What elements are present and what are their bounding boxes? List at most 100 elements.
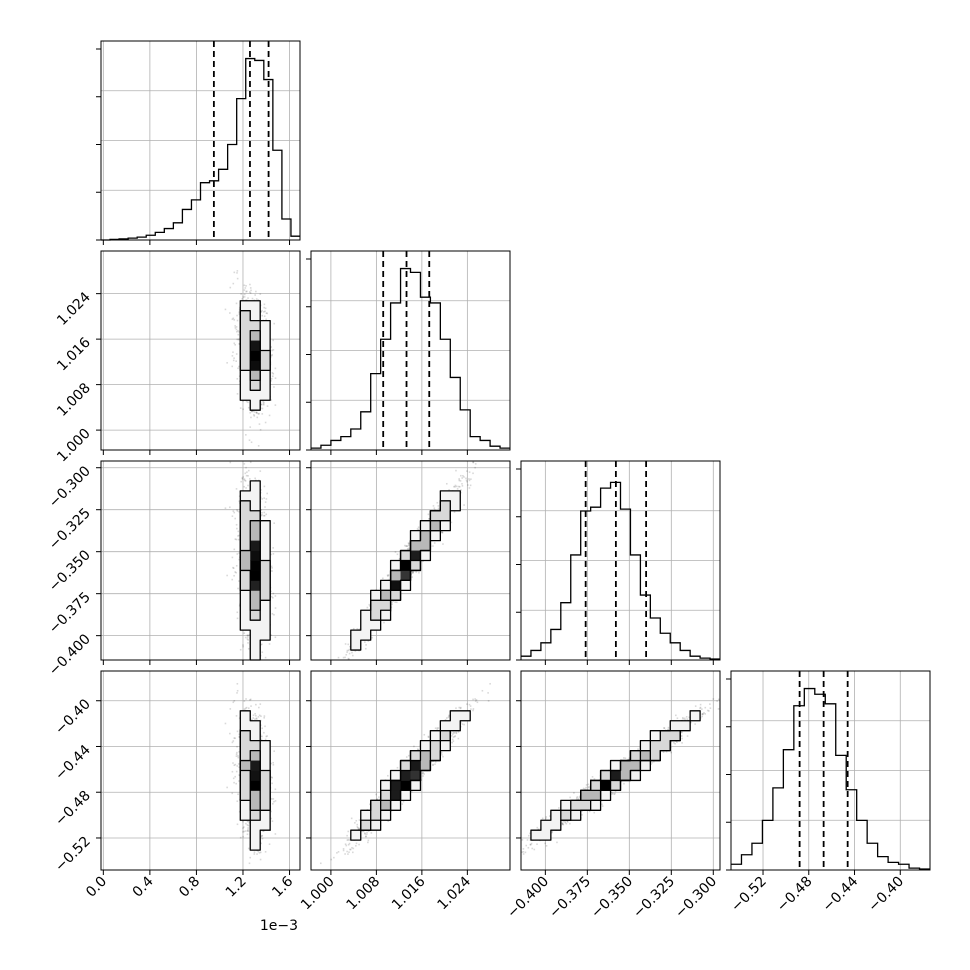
scatter-point [422,560,424,562]
scatter-point [367,640,370,642]
scatter-point [236,527,238,530]
scatter-point [236,553,239,555]
scatter-point [233,511,236,514]
scatter-point [246,634,249,637]
scatter-point [371,636,373,639]
scatter-point [247,401,249,404]
scatter-point [245,434,247,436]
scatter-point [244,472,247,475]
scatter-point [442,543,444,545]
density-cell [240,540,251,551]
density-cell [260,520,271,532]
scatter-point [394,601,397,603]
scatter-point [412,571,414,573]
scatter-point [235,538,238,541]
scatter-point [247,406,250,409]
scatter-point [247,474,249,477]
scatter-point [470,478,472,480]
scatter-point [450,521,453,524]
density-cell [260,330,271,341]
scatter-point [460,489,462,491]
scatter-point [237,530,240,533]
scatter-point [248,439,251,442]
scatter-point [255,411,258,414]
scatter-point [437,505,440,507]
scatter-point [445,482,448,485]
scatter-point [237,329,239,332]
scatter-point [271,371,274,374]
scatter-point [406,547,409,550]
scatter-point [240,480,242,483]
scatter-point [428,517,430,520]
scatter-point [236,272,238,274]
scatter-point [231,355,234,357]
scatter-point [458,479,461,482]
scatter-point [260,514,263,517]
density-cell [260,530,271,541]
scatter-point [242,408,244,411]
density-cell [250,490,261,502]
scatter-point [469,484,472,487]
scatter-point [463,504,465,506]
density-cell [250,510,261,522]
density-cell [350,630,362,641]
scatter-point [261,651,264,654]
scatter-point [264,501,267,503]
scatter-point [354,650,357,652]
scatter-point [366,606,369,609]
scatter-point [468,478,470,480]
scatter-point [270,590,272,593]
density-cell [240,340,251,351]
scatter-point [235,488,238,490]
scatter-point [461,477,464,479]
scatter-point [265,312,268,314]
axes-frame [730,670,931,871]
scatter-point [242,645,244,648]
scatter-point [242,644,244,646]
scatter-point [233,574,235,577]
scatter-point [272,349,275,351]
scatter-point [237,535,239,537]
scatter-point [238,534,240,537]
scatter-point [405,545,408,547]
scatter-point [238,552,241,554]
scatter-point [226,574,228,577]
grid-lines [311,251,510,450]
density-cell [240,550,251,561]
density-cell [240,330,251,341]
scatter-point [256,416,259,419]
scatter-point [261,407,264,410]
scatter-panel-2-1 [337,461,477,660]
scatter-point [263,497,265,499]
density-cell [250,380,261,391]
scatter-point [462,474,464,477]
scatter-point [240,293,242,295]
scatter-point [351,651,353,654]
scatter-point [260,403,263,406]
scatter-point [273,386,275,388]
density-cell [240,520,251,532]
density-cell [260,340,271,351]
scatter-point [416,528,419,530]
density-cell [250,610,261,621]
density-cell [240,530,251,541]
scatter-point [236,319,239,322]
scatter-point [272,375,274,378]
density-cell [260,540,271,551]
scatter-point [410,572,413,574]
density-cell [240,390,251,401]
scatter-point [247,469,250,472]
scatter-point [348,658,350,660]
scatter-point [386,574,389,577]
scatter-point [266,312,269,315]
scatter-point [236,277,239,280]
grid-lines [521,461,720,660]
scatter-point [236,611,239,614]
scatter-point [347,649,350,652]
scatter-point [258,412,260,415]
scatter-point [458,478,460,480]
scatter-point [229,506,231,509]
scatter-point [348,652,351,655]
scatter-point [233,319,236,321]
scatter-panel-2-0 [224,461,277,661]
